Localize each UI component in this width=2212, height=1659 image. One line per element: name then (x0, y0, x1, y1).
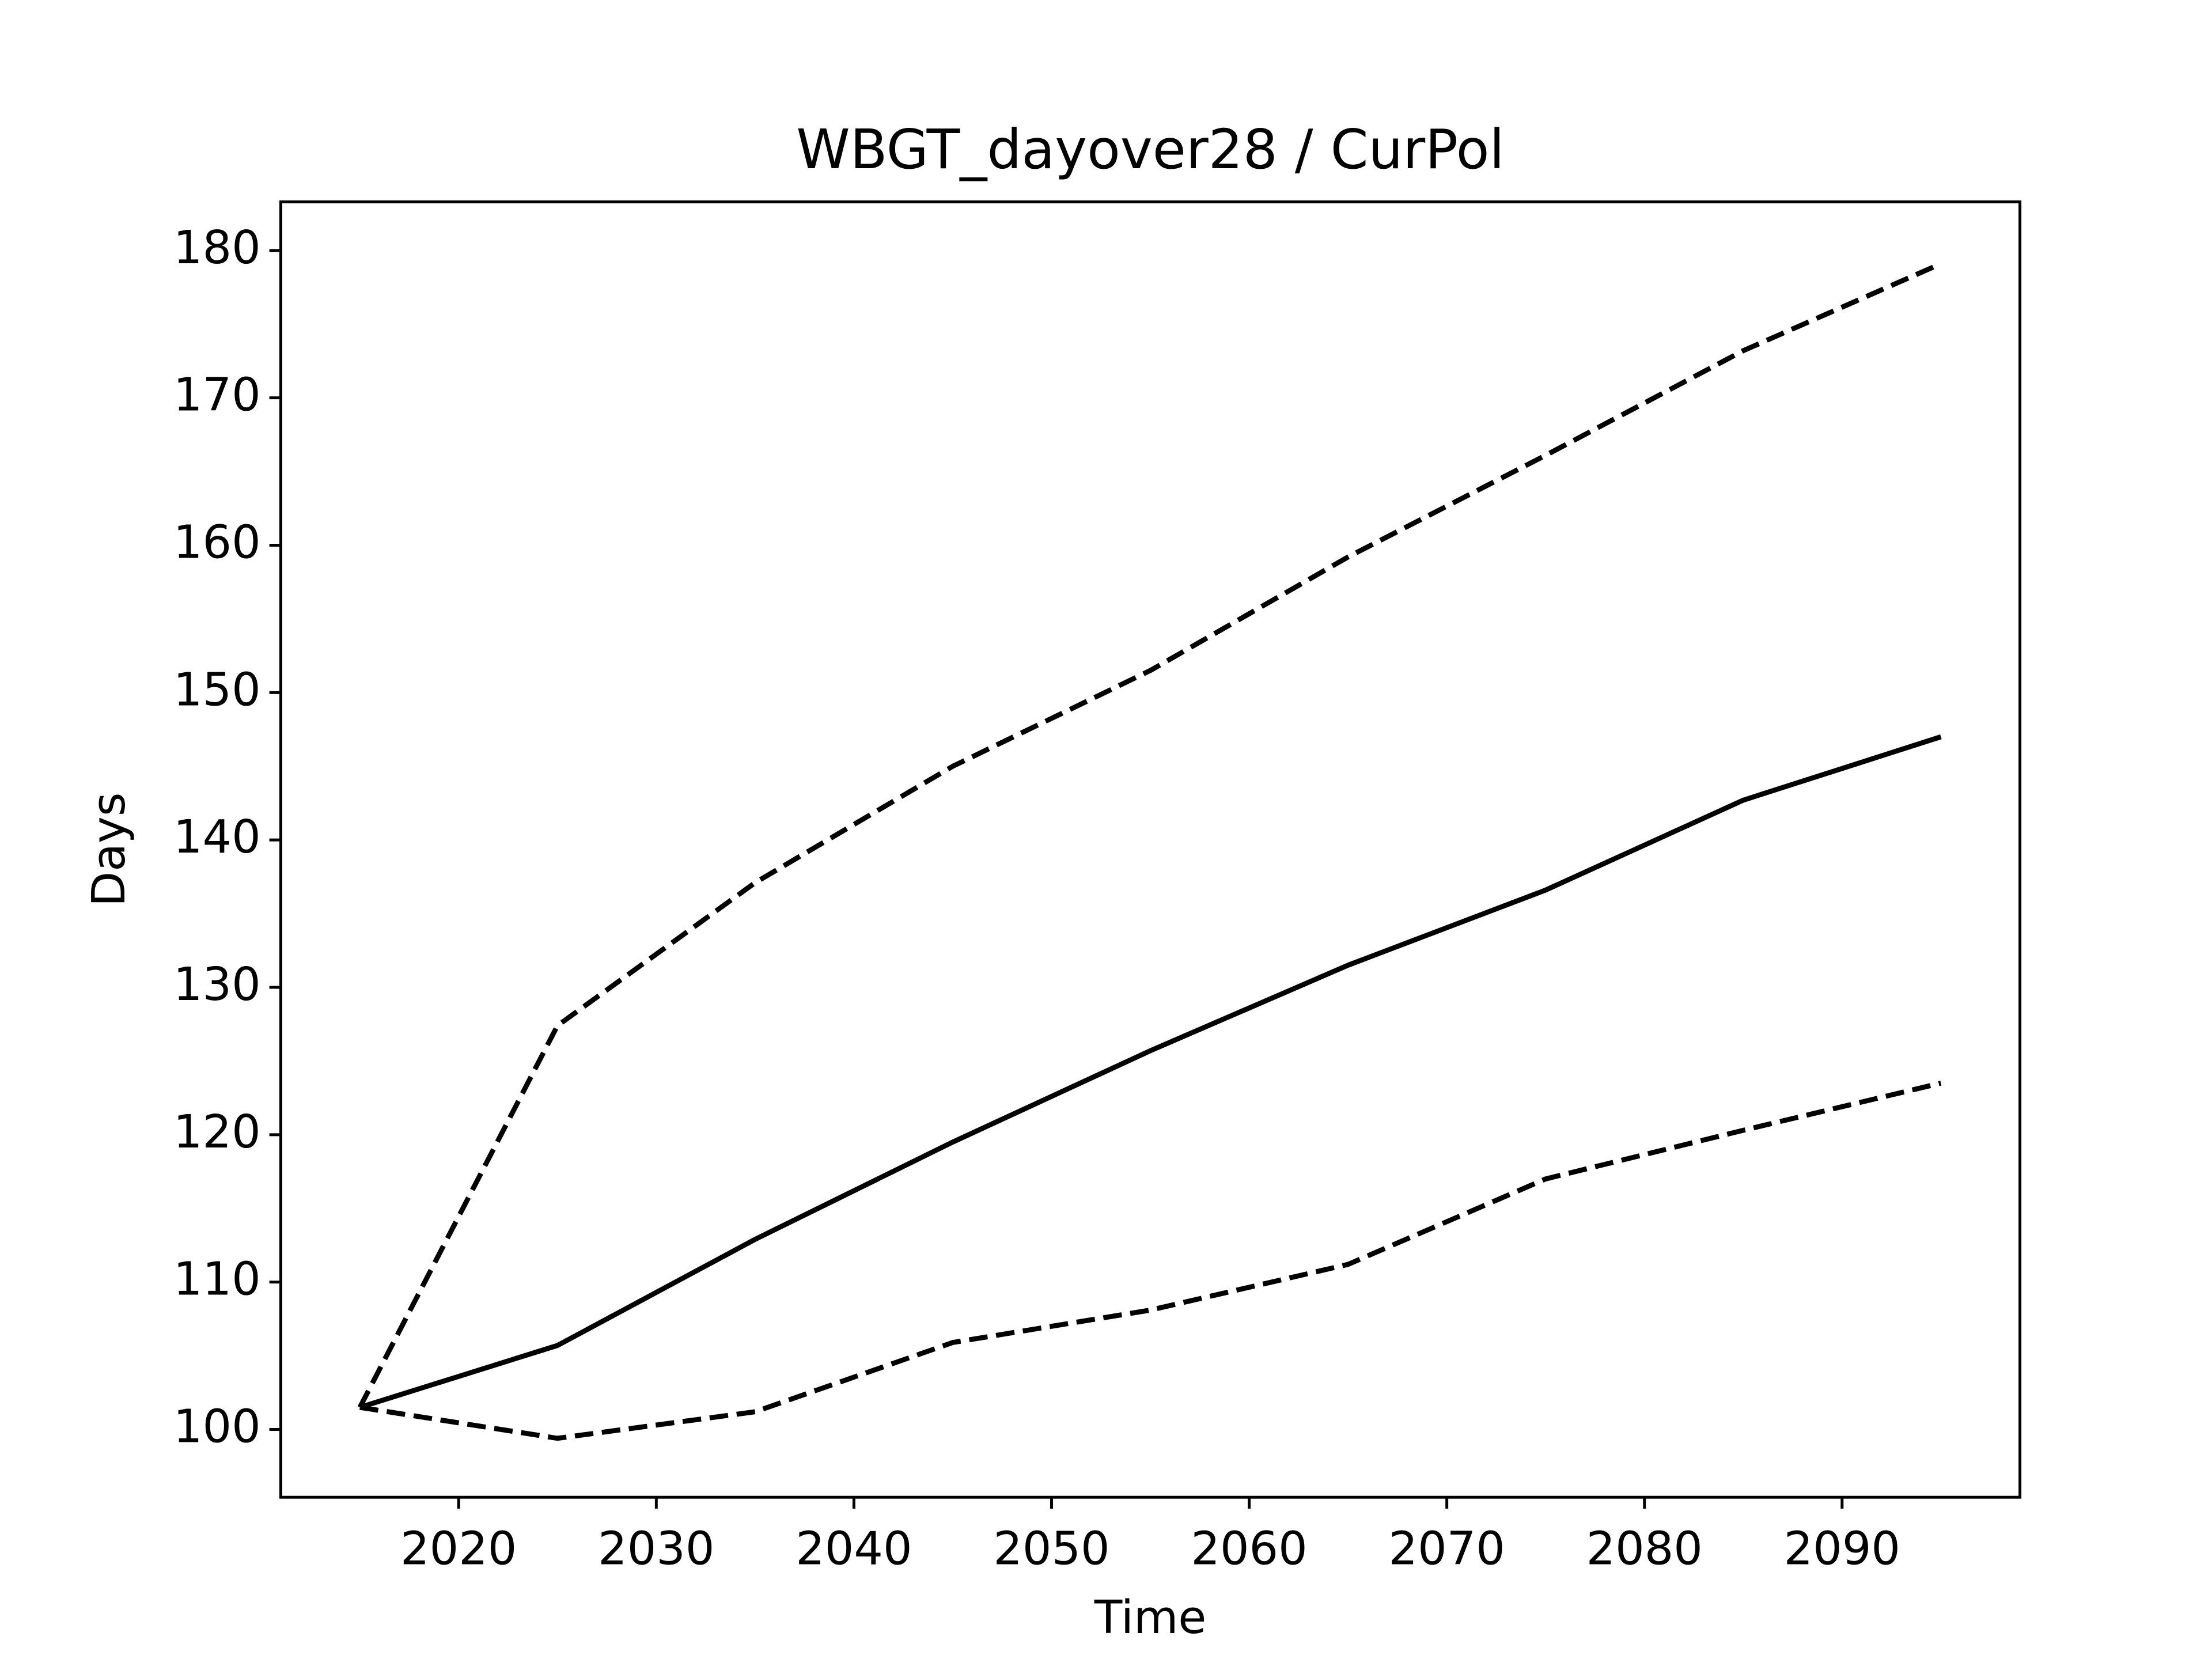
x-tick-label: 2090 (1784, 1522, 1900, 1575)
x-tick-label: 2040 (796, 1522, 912, 1575)
x-tick-label: 2060 (1191, 1522, 1307, 1575)
y-tick-label: 150 (173, 662, 261, 716)
y-tick-label: 130 (173, 957, 261, 1011)
data-line (359, 734, 1942, 1410)
chart-title: WBGT_dayover28 / CurPol (796, 118, 1504, 181)
y-tick-label: 120 (173, 1105, 261, 1158)
y-tick-label: 100 (173, 1399, 261, 1453)
data-line (359, 1081, 1942, 1441)
y-tick-label: 140 (173, 810, 261, 863)
x-axis-label: Time (1094, 1590, 1207, 1644)
x-tick-label: 2070 (1388, 1522, 1505, 1575)
x-tick-label: 2080 (1586, 1522, 1703, 1575)
y-tick-label: 180 (173, 221, 261, 274)
plot-frame (279, 200, 2022, 1499)
x-tick-label: 2030 (598, 1522, 714, 1575)
x-tick-label: 2050 (993, 1522, 1109, 1575)
y-tick-label: 160 (173, 515, 261, 569)
y-tick-label: 170 (173, 368, 261, 422)
y-axis-label: Days (82, 793, 135, 907)
x-tick-label: 2020 (400, 1522, 517, 1575)
y-tick-label: 110 (173, 1252, 261, 1306)
data-line (357, 261, 1942, 1409)
